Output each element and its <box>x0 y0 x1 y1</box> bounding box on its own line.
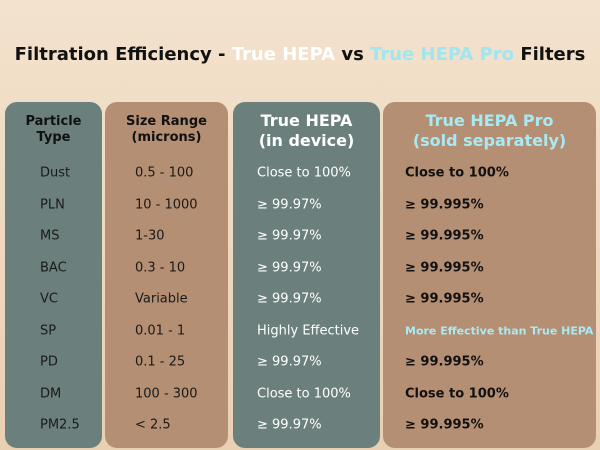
table-cell: MS <box>40 228 60 244</box>
table-cell: DM <box>40 386 62 401</box>
table-cell: ≥ 99.97% <box>257 228 322 244</box>
column-header: Size Range (microns) <box>105 114 228 147</box>
table-cell: Variable <box>135 291 188 307</box>
table-cell: ≥ 99.995% <box>405 228 484 244</box>
title: Filtration Efficiency - True HEPA vs Tru… <box>0 44 600 65</box>
header-line: True HEPA <box>260 111 353 130</box>
column-header: True HEPA Pro (sold separately) <box>383 111 596 151</box>
table-cell: 0.5 - 100 <box>135 165 194 181</box>
table-cell: ≥ 99.995% <box>405 260 484 275</box>
column-header: Particle Type <box>5 114 102 147</box>
table-cell: Close to 100% <box>257 386 351 401</box>
title-part: Filters <box>514 44 586 65</box>
header-line: True HEPA Pro <box>425 111 554 130</box>
table-cell: SP <box>40 323 57 338</box>
table-cell: ≥ 99.995% <box>405 354 484 370</box>
table-cell: Dust <box>40 165 71 181</box>
table-cell: ≥ 99.97% <box>257 197 322 212</box>
table-cell: 1-30 <box>135 228 165 244</box>
table-cell: PLN <box>40 197 65 212</box>
table-cell: PM2.5 <box>40 417 80 433</box>
column-header: True HEPA (in device) <box>233 111 380 151</box>
table-cell: ≥ 99.995% <box>405 197 484 212</box>
header-line: (sold separately) <box>412 131 567 150</box>
column-panel <box>105 102 228 448</box>
table-cell: < 2.5 <box>135 417 171 433</box>
column-panel <box>233 102 380 448</box>
header-line: (in device) <box>258 131 355 150</box>
column-panel <box>383 102 596 448</box>
table-cell: 0.1 - 25 <box>135 354 186 370</box>
table-cell: ≥ 99.995% <box>405 417 484 433</box>
table-cell: ≥ 99.97% <box>257 291 322 307</box>
table-cell: 100 - 300 <box>135 386 198 401</box>
table-cell: BAC <box>40 260 67 275</box>
table-cell: Close to 100% <box>257 165 351 181</box>
table-cell: Close to 100% <box>405 165 509 181</box>
table-cell: PD <box>40 354 58 370</box>
title-part: Filtration Efficiency - <box>14 44 232 65</box>
title-part: vs <box>335 44 371 65</box>
table-cell: VC <box>40 291 58 307</box>
table-cell: ≥ 99.97% <box>257 417 322 433</box>
title-part: True HEPA <box>231 44 336 65</box>
header-line: Particle <box>25 114 82 129</box>
header-line: Size Range <box>126 114 207 129</box>
table-cell: 10 - 1000 <box>135 197 198 212</box>
table-cell: Highly Effective <box>257 323 360 338</box>
title-part: True HEPA Pro <box>370 44 515 65</box>
header-line: (microns) <box>131 130 202 146</box>
table-cell: ≥ 99.995% <box>405 291 484 307</box>
column-panel <box>5 102 102 448</box>
header-line: Type <box>36 130 71 146</box>
table-cell: ≥ 99.97% <box>257 260 322 275</box>
table-cell: More Effective than True HEPA <box>405 324 594 337</box>
table-cell: 0.01 - 1 <box>135 323 186 338</box>
table-cell: 0.3 - 10 <box>135 260 186 275</box>
table-cell: ≥ 99.97% <box>257 354 322 370</box>
table-cell: Close to 100% <box>405 386 509 401</box>
